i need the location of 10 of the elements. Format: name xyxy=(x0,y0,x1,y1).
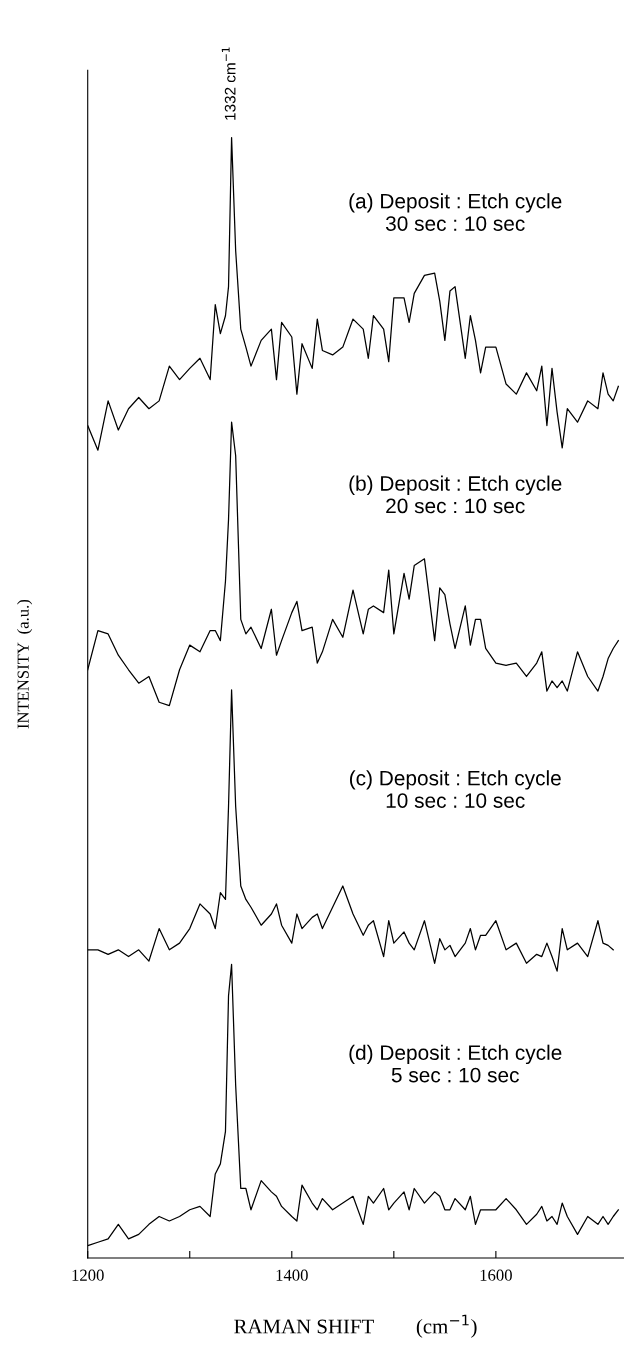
annotation: (b) Deposit : Etch cycle 20 sec : 10 sec xyxy=(349,475,562,514)
y-axis-title: INTENSITY (a.u.) xyxy=(17,599,33,729)
x-tick-label: 1400 xyxy=(276,1269,308,1281)
annotation: 1332 cm$^{−1}$ xyxy=(221,47,236,120)
x-tick-label: 1200 xyxy=(72,1269,104,1281)
x-axis-title: RAMAN SHIFT (cm$^{−1}$) xyxy=(234,1314,477,1338)
annotation: (c) Deposit : Etch cycle 10 sec : 10 sec xyxy=(350,770,561,808)
annotation: (d) Deposit : Etch cycle 5 sec : 10 sec xyxy=(349,1044,562,1083)
x-tick-label: 1600 xyxy=(480,1269,512,1281)
annotation: (a) Deposit : Etch cycle 30 sec : 10 sec xyxy=(349,193,562,231)
